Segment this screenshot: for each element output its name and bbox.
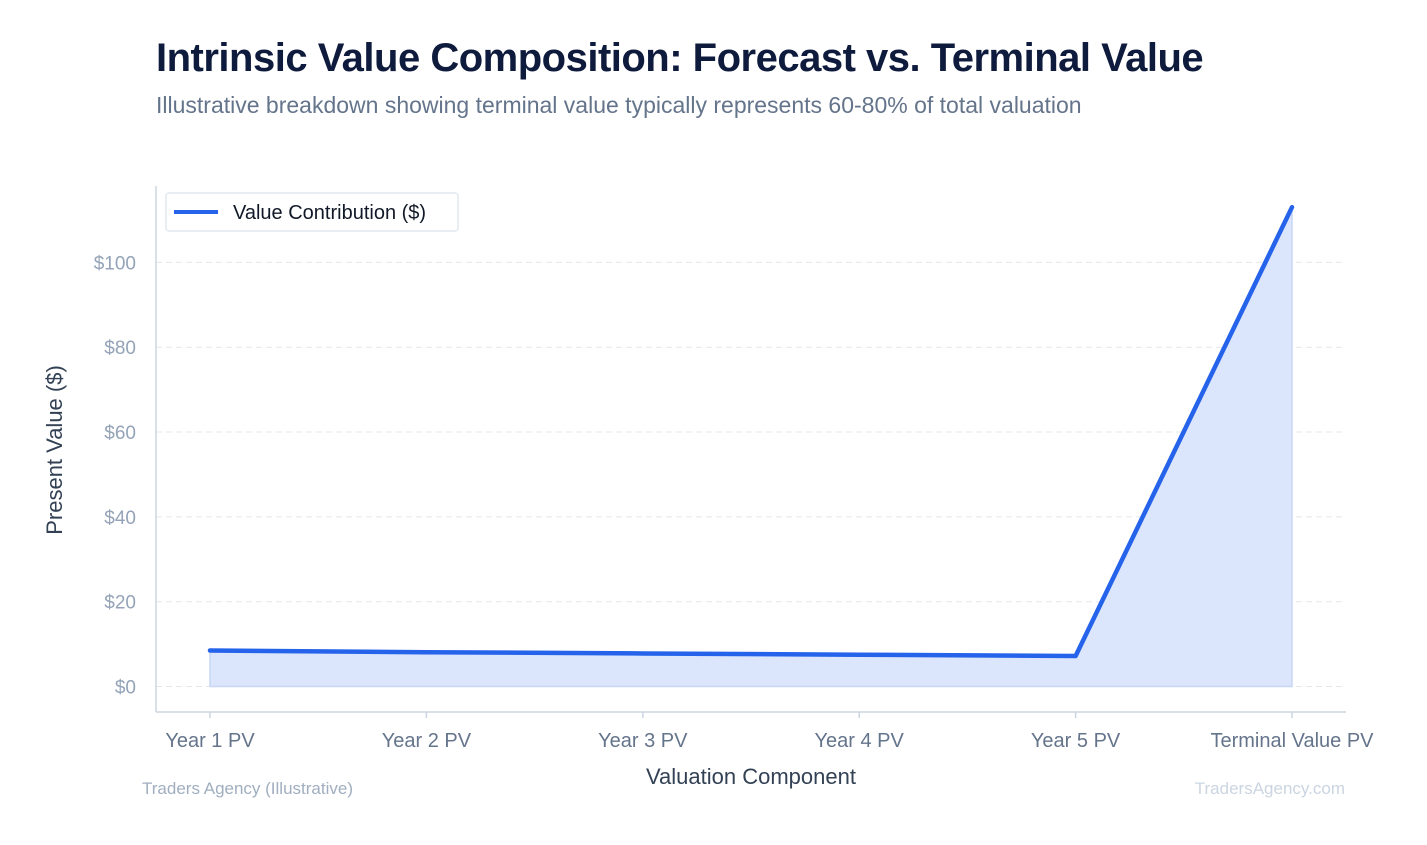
series-area	[209, 206, 1293, 688]
series-fill-layer	[209, 206, 1293, 688]
tick-labels: $0 $20 $40 $60 $80 $100 Year 1 PV Year 2 PV Year…	[94, 253, 1374, 752]
source-note: Traders Agency (Illustrative)	[142, 779, 353, 798]
x-tick-label: Year 1 PV	[165, 730, 255, 752]
chart-title: Intrinsic Value Composition: Forecast vs…	[156, 36, 1204, 80]
legend-box	[165, 192, 459, 232]
y-tick-label: $40	[104, 508, 136, 529]
x-tick-label: Year 5 PV	[1031, 730, 1121, 752]
y-tick-label: $20	[104, 593, 136, 614]
x-tick-label: Terminal Value PV	[1210, 730, 1374, 752]
y-tick-label: $80	[104, 338, 136, 359]
x-axis-title: Valuation Component	[646, 764, 856, 789]
legend-label: Value Contribution ($)	[233, 202, 426, 224]
x-tick-label: Year 3 PV	[598, 730, 688, 752]
y-axis-title: Present Value ($)	[42, 365, 67, 535]
series-line	[207, 204, 1295, 659]
y-tick-label: $100	[94, 253, 136, 274]
series-line-layer	[207, 204, 1295, 659]
x-tick-label: Year 4 PV	[815, 730, 905, 752]
x-tick-label: Year 2 PV	[382, 730, 472, 752]
chart-subtitle: Illustrative breakdown showing terminal …	[156, 92, 1082, 118]
y-tick-label: $0	[115, 678, 136, 699]
y-tick-label: $60	[104, 423, 136, 444]
legend: Value Contribution ($)	[165, 192, 459, 232]
watermark: TradersAgency.com	[1194, 779, 1345, 798]
axes	[155, 186, 1346, 718]
